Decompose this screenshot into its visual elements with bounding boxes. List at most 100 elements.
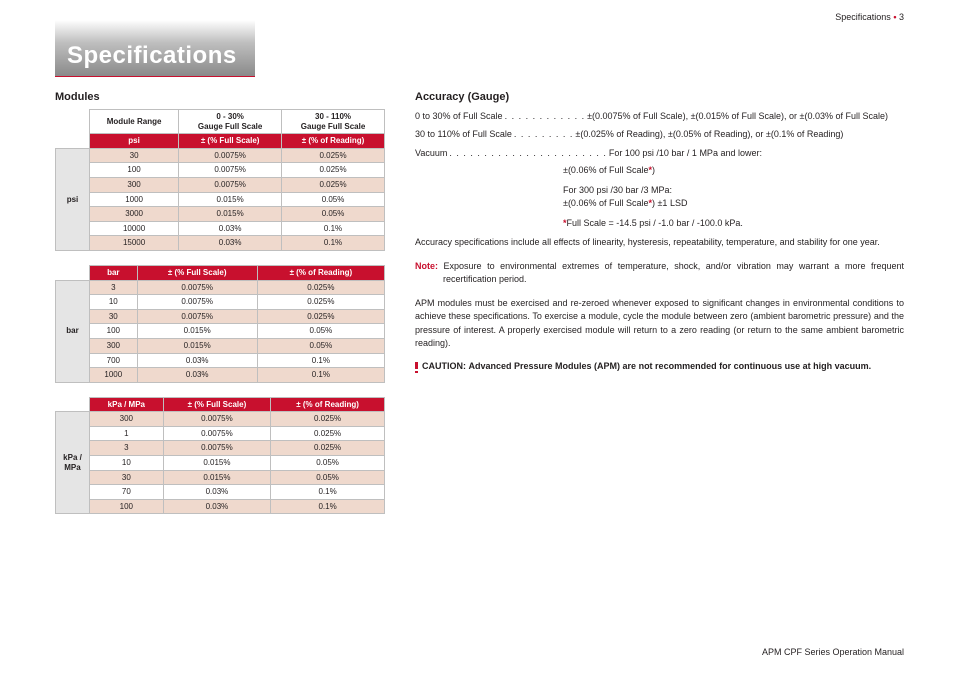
vacuum-sub-1: ±(0.06% of Full Scale*) — [563, 164, 904, 178]
table-kpa: kPa / MPa ± (% Full Scale) ± (% of Readi… — [55, 397, 385, 515]
cell: 0.03% — [163, 499, 270, 514]
cell: 15000 — [90, 236, 179, 251]
vacuum-sub-2: For 300 psi /30 bar /3 MPa: ±(0.06% of F… — [563, 184, 904, 211]
accuracy-note: Note: Exposure to environmental extremes… — [415, 260, 904, 287]
spec-line-1: 0 to 30% of Full Scale . . . . . . . . .… — [415, 109, 904, 123]
table-row: 7000.03%0.1% — [56, 353, 385, 368]
table-row: 30000.015%0.05% — [56, 207, 385, 222]
cell: 0.015% — [179, 207, 282, 222]
unit-rd: ± (% of Reading) — [282, 134, 385, 149]
table-row: psi300.0075%0.025% — [56, 148, 385, 163]
cell: 3 — [90, 441, 164, 456]
side-label: kPa / MPa — [56, 412, 90, 514]
table-row: 1000.03%0.1% — [56, 499, 385, 514]
cell: 0.0075% — [137, 280, 257, 295]
cell: 0.1% — [282, 236, 385, 251]
cell: 0.1% — [257, 353, 384, 368]
unit-kpa-rd: ± (% of Reading) — [271, 397, 385, 412]
th-module-range: Module Range — [90, 110, 179, 134]
footer-text: APM CPF Series Operation Manual — [762, 647, 904, 657]
unit-psi: psi — [90, 134, 179, 149]
table-row: 150000.03%0.1% — [56, 236, 385, 251]
cell: 0.0075% — [179, 148, 282, 163]
unit-kpa-fs: ± (% Full Scale) — [163, 397, 270, 412]
cell: 3 — [90, 280, 138, 295]
table-row: 3000.015%0.05% — [56, 338, 385, 353]
cell: 300 — [90, 338, 138, 353]
table-row: 1000.015%0.05% — [56, 324, 385, 339]
table-row: kPa / MPa3000.0075%0.025% — [56, 412, 385, 427]
accuracy-para1: Accuracy specifications include all effe… — [415, 236, 904, 250]
cell: 0.0075% — [137, 295, 257, 310]
cell: 0.0075% — [137, 309, 257, 324]
cell: 0.015% — [179, 192, 282, 207]
cell: 10 — [90, 456, 164, 471]
cell: 0.03% — [137, 368, 257, 383]
cell: 300 — [90, 177, 179, 192]
header-bullet: • — [893, 12, 896, 22]
table-row: 700.03%0.1% — [56, 485, 385, 500]
cell: 0.03% — [163, 485, 270, 500]
cell: 0.05% — [257, 324, 384, 339]
cell: 0.0075% — [163, 426, 270, 441]
cell: 10 — [90, 295, 138, 310]
th-30-110: 30 - 110% Gauge Full Scale — [282, 110, 385, 134]
cell: 0.025% — [271, 426, 385, 441]
cell: 0.05% — [282, 207, 385, 222]
table-row: 300.015%0.05% — [56, 470, 385, 485]
cell: 30 — [90, 148, 179, 163]
cell: 700 — [90, 353, 138, 368]
table-row: 100.015%0.05% — [56, 456, 385, 471]
table-row: 30.0075%0.025% — [56, 441, 385, 456]
cell: 0.05% — [282, 192, 385, 207]
unit-bar: bar — [90, 265, 138, 280]
cell: 0.0075% — [179, 177, 282, 192]
cell: 0.03% — [179, 221, 282, 236]
caution-icon — [415, 362, 418, 373]
unit-bar-fs: ± (% Full Scale) — [137, 265, 257, 280]
cell: 3000 — [90, 207, 179, 222]
cell: 0.015% — [137, 324, 257, 339]
cell: 0.015% — [163, 456, 270, 471]
cell: 0.03% — [179, 236, 282, 251]
table-row: bar30.0075%0.025% — [56, 280, 385, 295]
cell: 0.025% — [271, 441, 385, 456]
caution-label: CAUTION: — [422, 361, 466, 371]
cell: 300 — [90, 412, 164, 427]
cell: 0.015% — [163, 470, 270, 485]
table-row: 10.0075%0.025% — [56, 426, 385, 441]
unit-fs: ± (% Full Scale) — [179, 134, 282, 149]
side-label: psi — [56, 148, 90, 250]
unit-kpa: kPa / MPa — [90, 397, 164, 412]
cell: 10000 — [90, 221, 179, 236]
side-label: bar — [56, 280, 90, 382]
cell: 0.025% — [257, 295, 384, 310]
cell: 0.05% — [271, 470, 385, 485]
cell: 0.1% — [282, 221, 385, 236]
header-label: Specifications — [835, 12, 891, 22]
th-0-30: 0 - 30% Gauge Full Scale — [179, 110, 282, 134]
cell: 1000 — [90, 192, 179, 207]
caution-row: CAUTION: Advanced Pressure Modules (APM)… — [415, 361, 904, 373]
accuracy-heading: Accuracy (Gauge) — [415, 91, 904, 103]
caution-body: Advanced Pressure Modules (APM) are not … — [469, 361, 872, 371]
cell: 0.025% — [282, 163, 385, 178]
cell: 0.025% — [271, 412, 385, 427]
spec-line-3: Vacuum . . . . . . . . . . . . . . . . .… — [415, 146, 904, 160]
modules-heading: Modules — [55, 91, 385, 103]
cell: 70 — [90, 485, 164, 500]
accuracy-para2: APM modules must be exercised and re-zer… — [415, 297, 904, 351]
cell: 0.0075% — [163, 412, 270, 427]
table-row: 3000.0075%0.025% — [56, 177, 385, 192]
cell: 30 — [90, 309, 138, 324]
cell: 0.03% — [137, 353, 257, 368]
table-psi: Module Range 0 - 30% Gauge Full Scale 30… — [55, 109, 385, 251]
cell: 0.1% — [257, 368, 384, 383]
cell: 1 — [90, 426, 164, 441]
table-row: 10000.015%0.05% — [56, 192, 385, 207]
cell: 0.0075% — [179, 163, 282, 178]
cell: 0.1% — [271, 485, 385, 500]
cell: 100 — [90, 324, 138, 339]
title-bar: Specifications — [55, 20, 255, 76]
cell: 0.025% — [257, 309, 384, 324]
